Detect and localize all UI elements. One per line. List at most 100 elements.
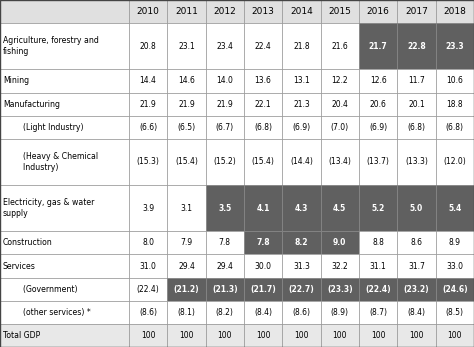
- Bar: [320, 23, 359, 69]
- Bar: [436, 254, 474, 278]
- Bar: [0, 231, 129, 254]
- Text: 23.4: 23.4: [216, 42, 233, 51]
- Bar: [436, 301, 474, 324]
- Bar: [320, 324, 359, 347]
- Bar: [320, 0, 359, 23]
- Bar: [436, 23, 474, 69]
- Text: Electricity, gas & water
supply: Electricity, gas & water supply: [3, 198, 94, 218]
- Text: 4.1: 4.1: [256, 204, 270, 213]
- Bar: [206, 23, 244, 69]
- Text: (8.7): (8.7): [369, 308, 387, 317]
- Bar: [0, 23, 129, 69]
- Text: 10.6: 10.6: [447, 76, 463, 85]
- Text: 21.9: 21.9: [140, 100, 156, 109]
- Text: (22.7): (22.7): [289, 285, 314, 294]
- Text: 31.0: 31.0: [140, 262, 156, 271]
- Text: 14.0: 14.0: [216, 76, 233, 85]
- Bar: [129, 0, 167, 23]
- Bar: [129, 93, 167, 116]
- Bar: [397, 324, 436, 347]
- Text: 20.1: 20.1: [408, 100, 425, 109]
- Bar: [244, 93, 283, 116]
- Bar: [359, 139, 397, 185]
- Bar: [129, 278, 167, 301]
- Bar: [359, 69, 397, 93]
- Bar: [244, 185, 283, 231]
- Text: 29.4: 29.4: [178, 262, 195, 271]
- Bar: [436, 139, 474, 185]
- Text: (13.3): (13.3): [405, 158, 428, 167]
- Bar: [167, 185, 206, 231]
- Text: 100: 100: [179, 331, 194, 340]
- Bar: [397, 254, 436, 278]
- Text: 100: 100: [141, 331, 155, 340]
- Text: 2010: 2010: [137, 7, 160, 16]
- Bar: [0, 139, 129, 185]
- Bar: [206, 185, 244, 231]
- Bar: [206, 278, 244, 301]
- Bar: [320, 69, 359, 93]
- Text: 2018: 2018: [443, 7, 466, 16]
- Bar: [206, 69, 244, 93]
- Bar: [359, 231, 397, 254]
- Text: (6.6): (6.6): [139, 123, 157, 132]
- Text: 100: 100: [447, 331, 462, 340]
- Bar: [206, 301, 244, 324]
- Bar: [206, 116, 244, 139]
- Text: 2015: 2015: [328, 7, 351, 16]
- Text: (6.7): (6.7): [216, 123, 234, 132]
- Bar: [0, 301, 129, 324]
- Text: 32.2: 32.2: [331, 262, 348, 271]
- Bar: [206, 139, 244, 185]
- Bar: [283, 139, 320, 185]
- Bar: [320, 254, 359, 278]
- Text: 21.9: 21.9: [217, 100, 233, 109]
- Text: 3.9: 3.9: [142, 204, 154, 213]
- Text: 2013: 2013: [252, 7, 274, 16]
- Bar: [129, 231, 167, 254]
- Bar: [167, 69, 206, 93]
- Bar: [283, 324, 320, 347]
- Bar: [283, 278, 320, 301]
- Text: 31.1: 31.1: [370, 262, 386, 271]
- Bar: [397, 139, 436, 185]
- Bar: [167, 301, 206, 324]
- Bar: [129, 185, 167, 231]
- Text: 20.4: 20.4: [331, 100, 348, 109]
- Bar: [129, 139, 167, 185]
- Bar: [129, 301, 167, 324]
- Text: 23.1: 23.1: [178, 42, 195, 51]
- Text: (6.8): (6.8): [408, 123, 426, 132]
- Bar: [320, 139, 359, 185]
- Text: (6.9): (6.9): [292, 123, 310, 132]
- Bar: [129, 69, 167, 93]
- Bar: [244, 231, 283, 254]
- Text: 22.8: 22.8: [407, 42, 426, 51]
- Text: 33.0: 33.0: [447, 262, 463, 271]
- Text: 14.6: 14.6: [178, 76, 195, 85]
- Text: 5.2: 5.2: [372, 204, 385, 213]
- Bar: [206, 231, 244, 254]
- Bar: [359, 0, 397, 23]
- Text: 8.8: 8.8: [372, 238, 384, 247]
- Text: (7.0): (7.0): [331, 123, 349, 132]
- Text: (6.8): (6.8): [254, 123, 272, 132]
- Text: 7.9: 7.9: [181, 238, 192, 247]
- Text: 21.8: 21.8: [293, 42, 310, 51]
- Text: 13.1: 13.1: [293, 76, 310, 85]
- Text: 21.9: 21.9: [178, 100, 195, 109]
- Text: 100: 100: [333, 331, 347, 340]
- Bar: [129, 23, 167, 69]
- Text: (15.4): (15.4): [175, 158, 198, 167]
- Text: (8.6): (8.6): [292, 308, 310, 317]
- Text: (15.3): (15.3): [137, 158, 160, 167]
- Text: 3.5: 3.5: [218, 204, 231, 213]
- Bar: [129, 254, 167, 278]
- Text: 100: 100: [371, 331, 385, 340]
- Text: 20.8: 20.8: [140, 42, 156, 51]
- Bar: [0, 185, 129, 231]
- Text: 9.0: 9.0: [333, 238, 346, 247]
- Bar: [436, 93, 474, 116]
- Bar: [129, 324, 167, 347]
- Text: 5.0: 5.0: [410, 204, 423, 213]
